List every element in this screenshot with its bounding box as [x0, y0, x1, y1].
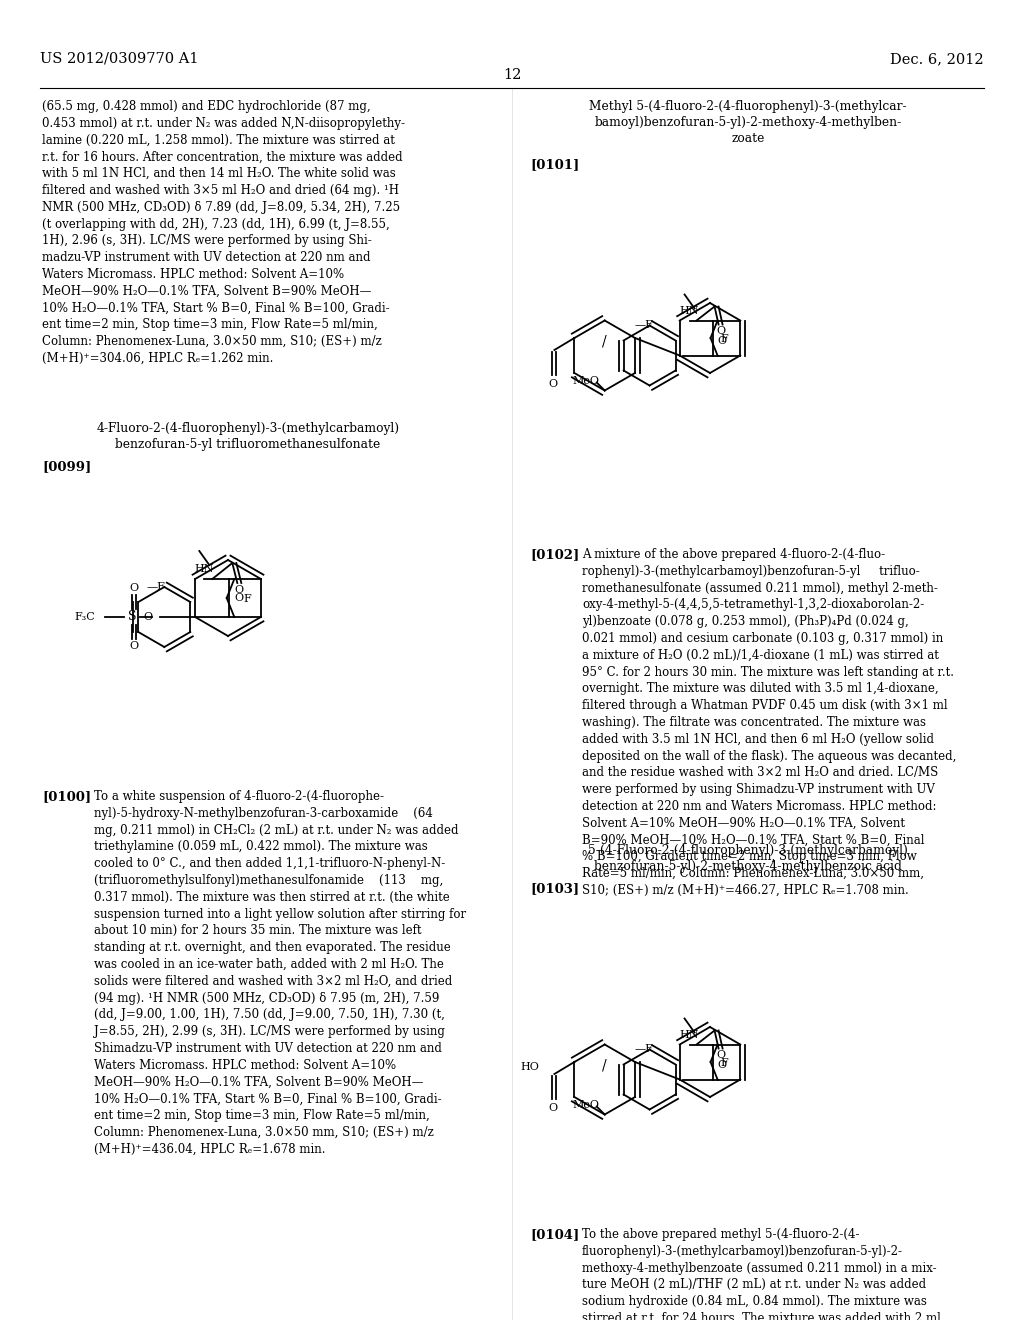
Text: O: O — [234, 593, 244, 603]
Text: HN: HN — [680, 1030, 699, 1040]
Text: O: O — [129, 583, 138, 593]
Text: benzofuran-5-yl trifluoromethanesulfonate: benzofuran-5-yl trifluoromethanesulfonat… — [116, 438, 381, 451]
Text: F: F — [721, 1059, 728, 1068]
Text: bamoyl)benzofuran-5-yl)-2-methoxy-4-methylben-: bamoyl)benzofuran-5-yl)-2-methoxy-4-meth… — [594, 116, 901, 129]
Text: HO: HO — [520, 1063, 540, 1072]
Text: [0099]: [0099] — [42, 459, 91, 473]
Text: O: O — [549, 1104, 558, 1113]
Text: O: O — [716, 1051, 725, 1060]
Text: HN: HN — [680, 305, 699, 315]
Text: HN: HN — [195, 564, 214, 574]
Text: O: O — [129, 642, 138, 651]
Text: To a white suspension of 4-fluoro-2-(4-fluorophe-
nyl)-5-hydroxy-N-methylbenzofu: To a white suspension of 4-fluoro-2-(4-f… — [94, 789, 466, 1156]
Text: /: / — [602, 334, 607, 348]
Text: A mixture of the above prepared 4-fluoro-2-(4-fluo-
rophenyl)-3-(methylcarbamoyl: A mixture of the above prepared 4-fluoro… — [582, 548, 956, 898]
Text: zoate: zoate — [731, 132, 765, 145]
Text: [0103]: [0103] — [530, 882, 580, 895]
Text: —F: —F — [635, 1044, 653, 1055]
Text: Dec. 6, 2012: Dec. 6, 2012 — [891, 51, 984, 66]
Text: [0102]: [0102] — [530, 548, 580, 561]
Text: 5-(4-Fluoro-2-(4-fluorophenyl)-3-(methylcarbamoyl): 5-(4-Fluoro-2-(4-fluorophenyl)-3-(methyl… — [588, 843, 908, 857]
Text: F: F — [721, 334, 728, 345]
Text: MeO: MeO — [572, 1100, 600, 1110]
Text: [0100]: [0100] — [42, 789, 91, 803]
Text: O: O — [718, 1060, 727, 1071]
Text: MeO: MeO — [572, 375, 600, 385]
Text: S: S — [128, 610, 136, 623]
Text: US 2012/0309770 A1: US 2012/0309770 A1 — [40, 51, 199, 66]
Text: F₃C: F₃C — [75, 612, 95, 622]
Text: O: O — [234, 585, 244, 595]
Text: F: F — [243, 594, 251, 605]
Text: [0101]: [0101] — [530, 158, 580, 172]
Text: To the above prepared methyl 5-(4-fluoro-2-(4-
fluorophenyl)-3-(methylcarbamoyl): To the above prepared methyl 5-(4-fluoro… — [582, 1228, 944, 1320]
Text: —F: —F — [146, 582, 165, 591]
Text: 12: 12 — [503, 69, 521, 82]
Text: O: O — [716, 326, 725, 337]
Text: 4-Fluoro-2-(4-fluorophenyl)-3-(methylcarbamoyl): 4-Fluoro-2-(4-fluorophenyl)-3-(methylcar… — [96, 422, 399, 436]
Text: O: O — [549, 379, 558, 389]
Text: Methyl 5-(4-fluoro-2-(4-fluorophenyl)-3-(methylcar-: Methyl 5-(4-fluoro-2-(4-fluorophenyl)-3-… — [589, 100, 907, 114]
Text: /: / — [602, 1059, 607, 1072]
Text: —F: —F — [635, 321, 653, 330]
Text: O: O — [718, 337, 727, 346]
Text: (65.5 mg, 0.428 mmol) and EDC hydrochloride (87 mg,
0.453 mmol) at r.t. under N₂: (65.5 mg, 0.428 mmol) and EDC hydrochlor… — [42, 100, 406, 366]
Text: O: O — [143, 612, 153, 622]
Text: [0104]: [0104] — [530, 1228, 580, 1241]
Text: benzofuran-5-yl)-2-methoxy-4-methylbenzoic acid: benzofuran-5-yl)-2-methoxy-4-methylbenzo… — [594, 861, 902, 873]
